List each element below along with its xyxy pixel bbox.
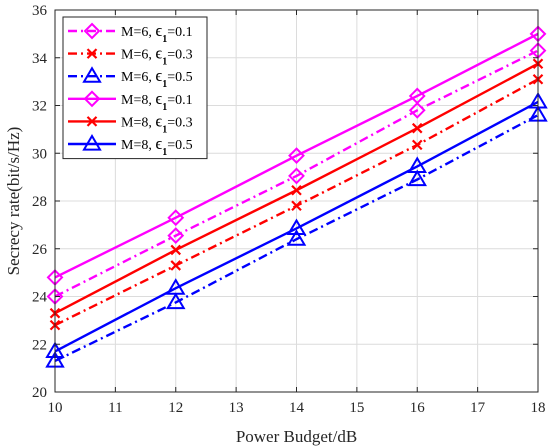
x-axis-label: Power Budget/dB bbox=[236, 427, 357, 446]
legend-label: M=8, ϵ1=0.3 bbox=[121, 111, 193, 134]
x-tick-label: 13 bbox=[229, 400, 244, 416]
y-tick-label: 22 bbox=[32, 337, 47, 353]
data-point-x bbox=[86, 48, 98, 59]
legend-label: M=8, ϵ1=0.1 bbox=[121, 89, 193, 113]
data-point-triangle bbox=[286, 229, 307, 246]
x-tick-label: 17 bbox=[470, 400, 486, 416]
data-point-diamond bbox=[167, 209, 185, 227]
y-axis-label: Secrecy rate(bit/s/Hz) bbox=[4, 127, 23, 276]
data-point-diamond bbox=[288, 167, 305, 185]
x-tick-label: 12 bbox=[168, 400, 183, 416]
x-tick-label: 18 bbox=[531, 400, 546, 416]
x-tick-label: 14 bbox=[289, 400, 305, 416]
series-line bbox=[54, 113, 539, 363]
data-point-diamond bbox=[408, 101, 426, 119]
legend-label: M=8, ϵ1=0.5 bbox=[121, 134, 193, 158]
data-point-triangle bbox=[286, 218, 307, 236]
data-point-x bbox=[411, 139, 423, 151]
legend-label: M=6, ϵ1=0.5 bbox=[121, 66, 193, 90]
y-tick-label: 20 bbox=[32, 385, 47, 401]
x-tick-label: 16 bbox=[410, 400, 426, 416]
series-line bbox=[54, 49, 539, 298]
data-point-x bbox=[291, 184, 302, 196]
y-tick-label: 30 bbox=[32, 146, 47, 162]
series-layer bbox=[45, 25, 548, 368]
y-tick-label: 34 bbox=[32, 51, 48, 67]
data-point-diamond bbox=[288, 147, 305, 165]
axis-ticks: 10 11 12 13 14 15 16 17 18 20 22 24 26 28 30 32 34 36 bbox=[32, 3, 546, 416]
data-point-diamond bbox=[408, 87, 426, 105]
series-group bbox=[49, 73, 544, 331]
y-tick-label: 24 bbox=[32, 290, 48, 306]
data-point-diamond bbox=[83, 22, 101, 40]
legend-label: M=6, ϵ1=0.3 bbox=[121, 44, 193, 68]
data-point-x bbox=[170, 260, 182, 271]
data-point-diamond bbox=[167, 227, 185, 245]
data-point-triangle bbox=[407, 156, 427, 173]
legend-label: M=6, ϵ1=0.1 bbox=[121, 21, 193, 45]
series-line bbox=[54, 100, 539, 353]
data-point-diamond bbox=[83, 90, 101, 108]
legend: M=6, ϵ1=0.1M=6, ϵ1=0.3M=6, ϵ1=0.5M=8, ϵ1… bbox=[62, 16, 208, 160]
data-point-x bbox=[170, 244, 182, 256]
x-tick-label: 11 bbox=[108, 400, 122, 416]
data-point-x bbox=[411, 122, 423, 134]
y-tick-label: 28 bbox=[32, 194, 47, 210]
x-tick-label: 10 bbox=[48, 400, 63, 416]
data-point-x bbox=[86, 116, 98, 127]
data-point-triangle bbox=[166, 292, 186, 310]
data-point-triangle bbox=[407, 169, 427, 187]
data-point-x bbox=[291, 200, 302, 212]
data-point-triangle bbox=[82, 134, 102, 151]
y-tick-label: 26 bbox=[32, 242, 48, 258]
x-tick-label: 15 bbox=[349, 400, 364, 416]
data-point-triangle bbox=[82, 66, 102, 83]
y-tick-label: 36 bbox=[32, 3, 48, 19]
data-point-triangle bbox=[166, 278, 186, 295]
legend-box bbox=[62, 16, 208, 160]
y-tick-label: 32 bbox=[32, 99, 47, 115]
series-line bbox=[54, 32, 539, 279]
series-group bbox=[45, 91, 548, 359]
